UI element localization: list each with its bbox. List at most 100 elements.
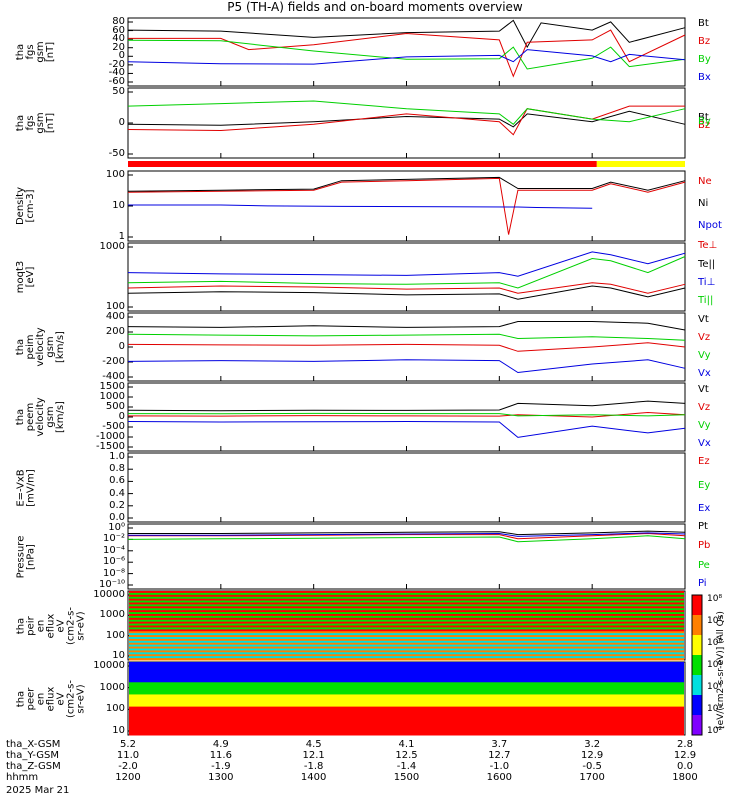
heatmap-band <box>129 650 684 653</box>
colorbar-title-text: [eV/(cm2-s-sr-eV)] (All Qs) <box>716 611 726 729</box>
heatmap-band <box>129 682 684 685</box>
y-axis-label-line: eflux <box>45 686 56 711</box>
ephemeris-value: 5.2 <box>120 739 136 750</box>
heatmap-band <box>129 625 684 628</box>
y-tick-label: 80 <box>112 16 125 27</box>
colorbar-band <box>692 695 702 716</box>
heatmap-band <box>129 656 684 659</box>
heatmap-band <box>129 704 684 708</box>
ephemeris-value: 1400 <box>300 772 327 783</box>
legend-Ti⊥: Ti⊥ <box>698 277 716 288</box>
heatmap-band <box>129 621 684 625</box>
legend-Vy: Vy <box>698 420 711 431</box>
colorbar-tick-label: 10⁵ <box>707 660 723 670</box>
y-tick-label: 0.8 <box>109 463 125 475</box>
series-line-Ti|| <box>127 256 686 289</box>
heatmap-band <box>129 633 684 636</box>
legend-Ni: Ni <box>698 198 709 209</box>
mode-bar-segment <box>596 161 685 167</box>
ephemeris-value: 3.7 <box>491 739 508 750</box>
legend-Pt: Pt <box>698 521 708 532</box>
heatmap-band <box>129 698 684 702</box>
heatmap-band <box>129 726 684 730</box>
ephemeris-row: tha_Y-GSM 11.0 11.6 12.1 12.5 12.7 12.9 12.9 <box>0 750 750 761</box>
y-axis-label: tha peem velocity gsm [km/s] <box>15 383 88 451</box>
y-tick-label: -40 <box>108 67 125 79</box>
heatmap-band <box>129 598 684 602</box>
y-axis-label-line: eV <box>55 619 66 632</box>
y-tick-label: 10⁻² <box>102 533 125 545</box>
heatmap-band <box>129 596 684 600</box>
legend-Bt: Bt <box>698 18 709 29</box>
ephemeris-label: tha_Y-GSM <box>6 750 60 761</box>
y-axis-label-line: eflux <box>45 613 56 638</box>
ephemeris-value: -0.5 <box>582 761 602 772</box>
y-axis-label-line: [nPa] <box>25 543 36 570</box>
panel-frame <box>127 87 686 159</box>
y-axis-label-line: [eV] <box>25 266 36 288</box>
heatmap-band <box>129 617 684 621</box>
ephemeris-value: 1200 <box>115 772 141 783</box>
heatmap-band <box>129 714 684 718</box>
y-tick-label: 60 <box>112 24 125 36</box>
legend-Ez: Ez <box>698 456 710 467</box>
series-line-Pi <box>128 532 686 537</box>
ephemeris-label: tha_X-GSM <box>6 739 61 750</box>
legend-Npot: Npot <box>698 220 722 231</box>
heatmap-band <box>129 644 684 648</box>
heatmap-band <box>129 724 684 728</box>
y-tick-label: 10⁻⁴ <box>102 544 125 556</box>
heatmap-band <box>129 602 684 605</box>
y-tick-label: 0.2 <box>109 499 125 511</box>
y-axis-label-line: sr-eV) <box>75 683 86 714</box>
colorbar-band <box>692 595 702 616</box>
ephemeris-value: 3.2 <box>584 739 601 750</box>
panel-frame <box>127 312 686 382</box>
colorbar-band <box>692 675 702 696</box>
heatmap-band <box>129 672 684 675</box>
legend-Vx: Vx <box>698 438 711 449</box>
y-axis-label-line: Pressure <box>15 535 26 578</box>
y-tick-label: 50 <box>112 86 125 97</box>
y-tick-label: 10⁰ <box>108 522 125 533</box>
heatmap-band <box>129 615 684 619</box>
y-axis-label: tha peir en eflux eV (cm2-s-sr-eV) <box>15 591 88 660</box>
heatmap-band <box>129 686 684 689</box>
y-axis-label: moqt3 [eV] <box>15 243 88 311</box>
y-axis-label-line: tha <box>15 690 26 707</box>
y-axis-label: tha fgs gsm [nT] <box>15 18 88 86</box>
y-tick-label: 0.4 <box>109 487 125 499</box>
ephemeris-value: -1.0 <box>489 761 510 772</box>
heatmap-band <box>129 732 684 736</box>
ephemeris-label: hhmm <box>6 772 39 783</box>
ephemeris-row: tha_Z-GSM -2.0 -1.9 -1.8 -1.4 -1.0 -0.5 0.0 <box>0 761 750 772</box>
colorbar-band <box>692 715 702 736</box>
ephemeris-value: 4.9 <box>212 739 229 750</box>
colorbar-tick-label: 10⁴ <box>707 682 723 692</box>
ephemeris-value: 12.9 <box>581 750 604 761</box>
ephemeris-value: 2.8 <box>677 739 693 750</box>
y-axis-label-line: [cm-3] <box>25 189 36 223</box>
y-tick-label: 0 <box>118 411 125 422</box>
y-tick-label: -500 <box>102 421 125 432</box>
colorbar-band <box>692 635 702 656</box>
ephemeris-value: -1.8 <box>303 761 324 772</box>
colorbar-frame <box>691 594 703 736</box>
ephemeris-value: 12.9 <box>673 750 697 761</box>
heatmap-band <box>129 638 684 642</box>
y-tick-label: 1000 <box>99 681 125 693</box>
heatmap-band <box>129 694 684 697</box>
y-axis-label: tha peim velocity gsm [km/s] <box>15 313 88 381</box>
series-line-Vy <box>127 333 686 341</box>
series-line-Te⊥ <box>127 282 686 294</box>
y-tick-label: -400 <box>102 371 125 382</box>
legend-Vy: Vy <box>698 350 711 361</box>
legend-By: By <box>698 116 711 127</box>
legend-Te⊥: Te⊥ <box>698 240 718 251</box>
ephemeris-value: 1300 <box>208 772 234 783</box>
series-line-Vt <box>127 400 686 412</box>
y-tick-label: 1000 <box>99 391 125 402</box>
y-tick-label: -60 <box>108 76 125 87</box>
ephemeris-value: 11.6 <box>209 750 232 761</box>
heatmap-band <box>129 654 684 657</box>
